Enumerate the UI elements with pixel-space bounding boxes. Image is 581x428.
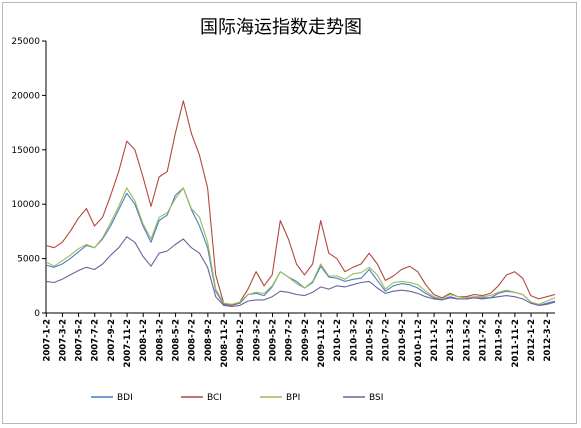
x-tick-label: 2007-3-2 bbox=[58, 319, 68, 362]
x-tick-label: 2007-9-2 bbox=[107, 319, 117, 362]
x-tick-label: 2011-1-2 bbox=[430, 319, 440, 362]
legend-label-bci: BCI bbox=[207, 393, 222, 403]
x-tick-label: 2009-3-2 bbox=[252, 319, 262, 362]
x-tick-label: 2009-1-2 bbox=[236, 319, 246, 362]
x-tick-label: 2008-5-2 bbox=[172, 319, 182, 362]
x-tick-label: 2009-11-2 bbox=[317, 319, 327, 368]
legend-label-bpi: BPI bbox=[286, 393, 300, 403]
x-tick-label: 2008-11-2 bbox=[220, 319, 230, 368]
legend: BDI BCI BPI BSI bbox=[91, 393, 383, 403]
legend-label-bsi: BSI bbox=[369, 393, 383, 403]
x-tick-label: 2010-9-2 bbox=[398, 319, 408, 362]
x-tick-label: 2012-3-2 bbox=[543, 319, 553, 362]
x-tick-label: 2007-7-2 bbox=[91, 319, 101, 362]
x-tick-label: 2007-1-2 bbox=[42, 319, 52, 362]
x-tick-label: 2009-5-2 bbox=[268, 319, 278, 362]
series-line-bdi bbox=[45, 187, 556, 306]
x-tick-label: 2008-3-2 bbox=[155, 319, 165, 362]
y-tick-label: 20000 bbox=[11, 91, 40, 101]
legend-label-bdi: BDI bbox=[117, 393, 133, 403]
x-tick-label: 2008-7-2 bbox=[188, 319, 198, 362]
x-tick-label: 2007-5-2 bbox=[75, 319, 85, 362]
x-tick-label: 2010-3-2 bbox=[349, 319, 359, 362]
x-tick-label: 2011-9-2 bbox=[495, 319, 505, 362]
x-tick-label: 2009-7-2 bbox=[285, 319, 295, 362]
series-line-bpi bbox=[45, 187, 556, 305]
series-line-bci bbox=[45, 100, 556, 306]
y-axis: 0 5000 10000 15000 20000 25000 bbox=[11, 37, 47, 319]
y-tick-label: 10000 bbox=[11, 200, 40, 210]
series-layer bbox=[45, 100, 556, 308]
x-tick-label: 2011-7-2 bbox=[479, 319, 489, 362]
x-tick-label: 2011-3-2 bbox=[446, 319, 456, 362]
x-tick-label: 2010-11-2 bbox=[414, 319, 424, 368]
x-tick-label: 2012-1-2 bbox=[527, 319, 537, 362]
x-tick-label: 2010-5-2 bbox=[365, 319, 375, 362]
x-tick-label: 2008-1-2 bbox=[139, 319, 149, 362]
x-tick-label: 2010-1-2 bbox=[333, 319, 343, 362]
x-tick-label: 2008-9-2 bbox=[204, 319, 214, 362]
x-tick-label: 2010-7-2 bbox=[382, 319, 392, 362]
y-tick-label: 5000 bbox=[17, 255, 40, 265]
chart-title: 国际海运指数走势图 bbox=[200, 17, 362, 38]
x-tick-label: 2007-11-2 bbox=[123, 319, 133, 368]
y-tick-label: 25000 bbox=[11, 37, 40, 47]
x-tick-label: 2011-11-2 bbox=[511, 319, 521, 368]
y-tick-label: 0 bbox=[34, 309, 40, 319]
chart-svg: 国际海运指数走势图 0 5000 10000 15000 20000 25000 2007… bbox=[11, 17, 556, 403]
x-tick-label: 2009-9-2 bbox=[301, 319, 311, 362]
x-axis: 2007-1-2 2007-3-2 2007-5-2 2007-7-2 2007-9-2… bbox=[42, 312, 555, 368]
series-line-bsi bbox=[45, 236, 556, 308]
x-tick-label: 2011-5-2 bbox=[462, 319, 472, 362]
chart-frame: 国际海运指数走势图 0 5000 10000 15000 20000 25000 2007… bbox=[2, 2, 577, 424]
y-tick-label: 15000 bbox=[11, 146, 40, 156]
